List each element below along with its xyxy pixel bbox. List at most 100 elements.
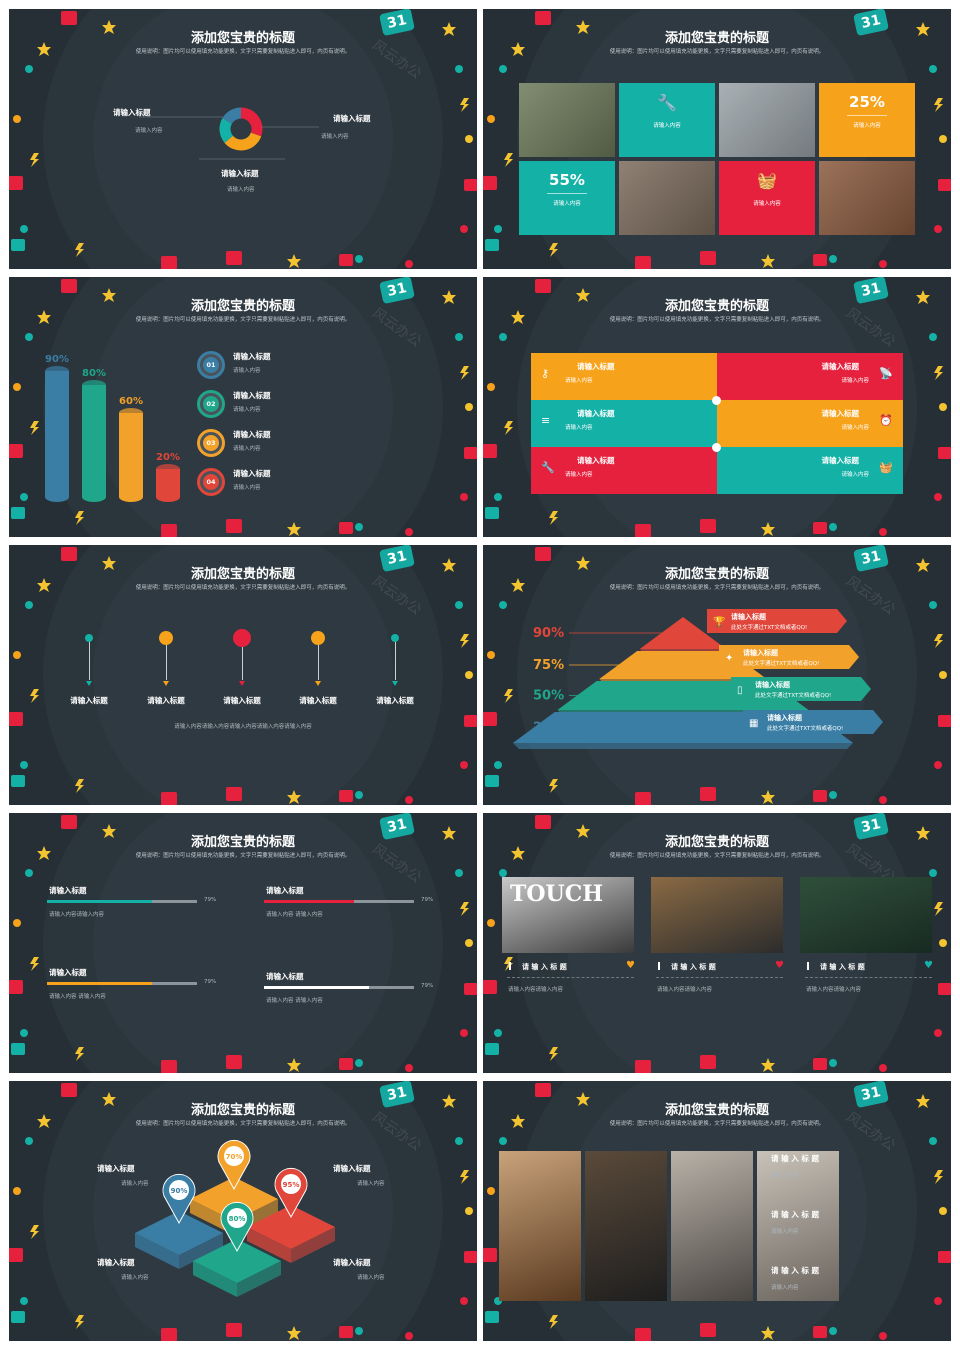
- card-title: 请 输 入 标 题: [522, 963, 567, 971]
- slide-title: 添加您宝贵的标题: [190, 1103, 295, 1118]
- gift-icon: [9, 176, 23, 190]
- confetti-dot: [929, 601, 937, 609]
- fashion-photo: [757, 1151, 839, 1301]
- lightning-icon: [549, 243, 558, 257]
- star-icon: [37, 578, 51, 592]
- box-icon: [464, 715, 477, 727]
- star-icon: [576, 1092, 590, 1106]
- bar-value-label: 60%: [119, 396, 143, 407]
- fashion-photo: [499, 1151, 581, 1301]
- star-icon: [442, 290, 456, 304]
- slide-title: 添加您宝贵的标题: [190, 31, 295, 46]
- decor-border: [9, 545, 477, 805]
- wrench-icon: 🔧: [657, 93, 677, 112]
- pin-circle: [233, 629, 251, 647]
- confetti-dot: [20, 493, 28, 501]
- pin-arrow: [163, 681, 169, 686]
- lightning-icon: [460, 98, 469, 112]
- bar-value-label: 90%: [45, 354, 69, 365]
- tile: 🔧 请输入内容: [619, 83, 715, 157]
- item-sub: 请输入内容: [233, 485, 261, 491]
- gift-icon: [635, 256, 651, 269]
- star-icon: [37, 310, 51, 324]
- lightning-icon: [30, 1225, 39, 1239]
- confetti-dot: [465, 671, 473, 679]
- confetti-dot: [934, 1029, 942, 1037]
- gift-icon: [61, 11, 77, 25]
- star-icon: [916, 1094, 930, 1108]
- pyramid-percent: 25%: [533, 721, 564, 736]
- confetti-dot: [929, 333, 937, 341]
- gift-icon: [483, 444, 497, 458]
- decor-border: [9, 9, 477, 269]
- slide-2: 31 添加您宝贵的标题 使用说明：图片均可以使用填充功能更换，文字只需要复制粘贴进入…: [483, 9, 951, 269]
- label-sub: 请输入内容: [227, 187, 255, 193]
- cell-title: 请输入标题: [577, 409, 615, 418]
- item-title: 请输入标题: [233, 352, 271, 361]
- box-icon: [485, 1311, 499, 1323]
- lightning-icon: [549, 1047, 558, 1061]
- gift-icon: [700, 251, 716, 265]
- gift-icon: [226, 251, 242, 265]
- lightning-icon: [75, 1047, 84, 1061]
- confetti-dot: [487, 1187, 495, 1195]
- star-icon: [102, 1092, 116, 1106]
- number-circle-inner: 02: [203, 396, 219, 412]
- star-icon: [576, 288, 590, 302]
- gift-icon: [635, 1328, 651, 1341]
- box-icon: [11, 1043, 25, 1055]
- pin-arrow: [392, 681, 398, 686]
- confetti-dot: [879, 1064, 887, 1072]
- confetti-dot: [25, 65, 33, 73]
- fashion-photo: [585, 1151, 667, 1301]
- gift-icon: [483, 176, 497, 190]
- label-title: 请输入标题: [113, 108, 151, 117]
- confetti-dot: [13, 919, 21, 927]
- lightning-icon: [504, 689, 513, 703]
- star-icon: [442, 1094, 456, 1108]
- confetti-dot: [934, 225, 942, 233]
- fashion-title: 请 输 入 标 题: [771, 1266, 819, 1275]
- timeline-caption: 请输入内容请输入内容请输入内容请输入内容请输入内容: [174, 724, 312, 730]
- label-sub: 请输入内容: [135, 128, 163, 134]
- confetti-dot: [460, 1297, 468, 1305]
- cylinder-top: [82, 380, 106, 390]
- box-icon: [813, 1058, 827, 1070]
- banner-title: 请输入标题: [743, 648, 779, 657]
- gift-icon: [700, 1323, 716, 1337]
- star-icon: [761, 522, 775, 536]
- star-icon: [511, 310, 525, 324]
- confetti-dot: [455, 65, 463, 73]
- donut-segment: [222, 107, 242, 125]
- box-icon: [464, 1251, 477, 1263]
- box-icon: [938, 1251, 951, 1263]
- iso-block-side: [237, 1261, 281, 1297]
- confetti-dot: [934, 493, 942, 501]
- map-pin-inner: [281, 1174, 301, 1194]
- card-sub: 请输入内容请输入内容: [508, 987, 564, 993]
- progress-sub: 请输入内容 请输入内容: [49, 994, 106, 1000]
- stat-caption: 请输入内容: [853, 123, 881, 129]
- photo-text: TOUCH: [510, 881, 604, 907]
- decor-svg: [9, 279, 477, 537]
- confetti-dot: [25, 869, 33, 877]
- star-icon: [916, 22, 930, 36]
- trophy-icon: 🏆: [713, 615, 726, 628]
- donut-segment: [219, 118, 234, 143]
- number-circle-inner: 04: [203, 474, 219, 490]
- lightning-icon: [549, 511, 558, 525]
- star-icon: [761, 790, 775, 804]
- slide-title: 添加您宝贵的标题: [190, 299, 295, 314]
- gift-icon: [9, 444, 23, 458]
- donut-segment: [240, 107, 263, 137]
- slide-subtitle: 使用说明：图片均可以使用填充功能更换，文字只需要复制粘贴进入即可，内页有说明。: [609, 853, 825, 859]
- pin-title: 请输入标题: [147, 696, 185, 705]
- stat-divider: [547, 193, 587, 194]
- confetti-dot: [20, 225, 28, 233]
- card-underline: [805, 977, 932, 979]
- confetti-dot: [499, 869, 507, 877]
- pin-circle: [85, 634, 93, 642]
- photo-placeholder: [519, 83, 615, 157]
- number-circle-inner: 03: [203, 435, 219, 451]
- confetti-dot: [879, 528, 887, 536]
